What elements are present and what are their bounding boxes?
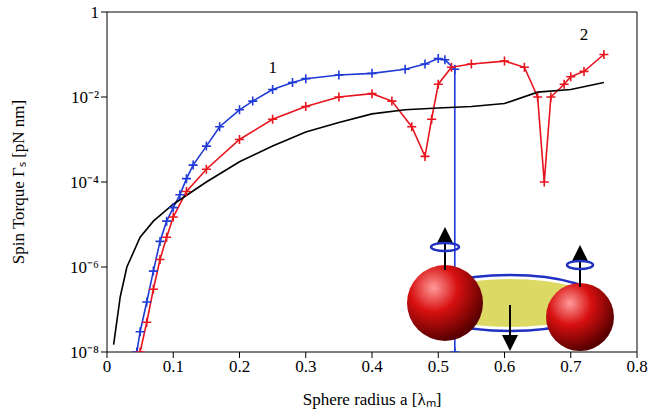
svg-text:10⁻⁶: 10⁻⁶ [70,258,99,277]
svg-text:0.2: 0.2 [229,357,250,376]
svg-text:10⁻⁸: 10⁻⁸ [70,343,99,362]
svg-text:Spin Torque Γₛ [pN nm]: Spin Torque Γₛ [pN nm] [9,100,28,264]
svg-text:0.6: 0.6 [494,357,515,376]
svg-text:0: 0 [103,357,112,376]
svg-text:0.5: 0.5 [428,357,449,376]
svg-text:1: 1 [268,58,277,77]
svg-text:2: 2 [580,25,589,44]
svg-text:10⁻²: 10⁻² [71,88,99,107]
svg-text:0.3: 0.3 [295,357,316,376]
svg-text:0.4: 0.4 [361,357,383,376]
svg-text:0.7: 0.7 [560,357,582,376]
svg-text:Sphere radius a [λₘ]: Sphere radius a [λₘ] [303,390,442,409]
svg-text:1: 1 [91,3,100,22]
svg-text:0.8: 0.8 [626,357,647,376]
svg-text:10⁻⁴: 10⁻⁴ [70,173,99,192]
svg-text:0.1: 0.1 [163,357,184,376]
